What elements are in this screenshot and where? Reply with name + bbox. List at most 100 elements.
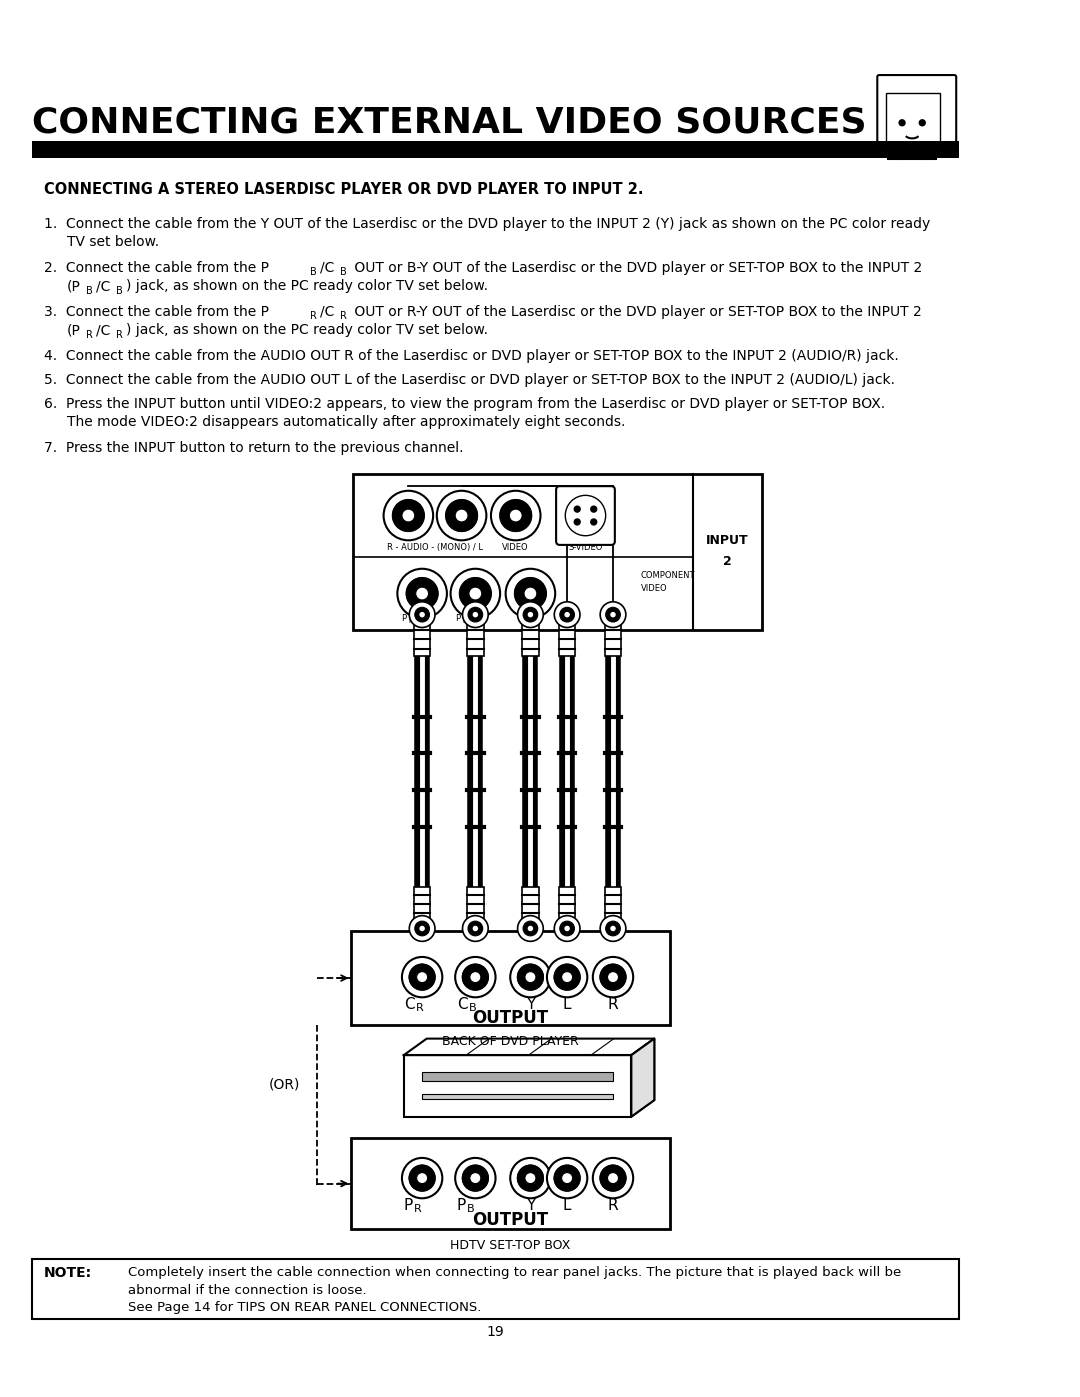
Circle shape [393,500,424,531]
Bar [605,622,621,657]
Circle shape [510,509,522,522]
Bar [522,622,539,657]
Circle shape [600,964,625,990]
Circle shape [559,921,575,936]
Circle shape [500,500,531,531]
Text: HDTV SET-TOP BOX: HDTV SET-TOP BOX [450,1239,571,1252]
Circle shape [473,612,478,617]
Circle shape [470,972,481,982]
Text: B: B [467,1204,475,1214]
Bar [414,622,431,657]
Circle shape [417,1172,428,1183]
Text: 2.  Connect the cable from the P: 2. Connect the cable from the P [44,261,269,275]
Bar [351,1137,670,1229]
Circle shape [562,972,572,982]
Circle shape [409,1165,435,1192]
Text: /C: /C [96,279,111,293]
Text: B: B [116,286,122,296]
Bar [351,932,670,1025]
Circle shape [510,957,551,997]
Circle shape [600,915,625,942]
Circle shape [416,587,429,599]
Circle shape [436,490,486,541]
Circle shape [525,1172,536,1183]
Bar [404,1055,632,1116]
Text: (P: (P [67,279,81,293]
Circle shape [491,490,540,541]
Text: /C: /C [321,305,335,319]
Circle shape [417,972,428,982]
Circle shape [446,500,477,531]
Text: R: R [339,312,347,321]
Text: P: P [404,1199,413,1213]
Text: B: B [477,619,482,623]
Bar [422,1071,613,1081]
Circle shape [528,612,534,617]
Circle shape [510,1158,551,1199]
Text: C: C [404,997,415,1013]
Polygon shape [632,1038,654,1116]
Circle shape [546,957,588,997]
Text: C: C [458,997,468,1013]
Text: B: B [469,1003,476,1013]
Text: R: R [608,1199,619,1213]
Circle shape [517,602,543,627]
Circle shape [406,578,437,609]
Bar [467,887,484,922]
Text: R: R [608,997,619,1013]
Text: /C: /C [321,261,335,275]
Circle shape [554,602,580,627]
Circle shape [600,602,625,627]
Circle shape [606,921,620,936]
Bar [353,474,761,630]
Text: R - AUDIO - (MONO) / L: R - AUDIO - (MONO) / L [387,543,483,552]
Bar [32,141,959,158]
Circle shape [523,921,538,936]
Circle shape [409,915,435,942]
Text: L: L [563,1199,571,1213]
Circle shape [573,518,581,525]
Text: 1.  Connect the cable from the Y OUT of the Laserdisc or the DVD player to the I: 1. Connect the cable from the Y OUT of t… [44,217,930,231]
Text: CONNECTING EXTERNAL VIDEO SOURCES: CONNECTING EXTERNAL VIDEO SOURCES [32,106,867,140]
Circle shape [402,957,443,997]
Circle shape [524,587,537,599]
Circle shape [608,1172,619,1183]
Circle shape [409,602,435,627]
Text: P: P [455,613,460,623]
Circle shape [559,608,575,622]
Circle shape [573,506,581,513]
Circle shape [562,1172,572,1183]
Text: 5.  Connect the cable from the AUDIO OUT L of the Laserdisc or DVD player or SET: 5. Connect the cable from the AUDIO OUT … [44,373,895,387]
Circle shape [450,569,500,619]
Circle shape [468,608,483,622]
Circle shape [515,578,546,609]
FancyBboxPatch shape [556,486,615,545]
Circle shape [546,1158,588,1199]
Text: Y: Y [526,1199,535,1213]
Circle shape [554,1165,580,1192]
Text: /C: /C [96,323,111,337]
Circle shape [517,964,543,990]
Text: S-VIDEO: S-VIDEO [568,543,603,552]
Text: R: R [423,619,428,623]
Text: OUTPUT: OUTPUT [473,1211,549,1229]
Text: (P: (P [67,323,81,337]
Text: Y: Y [528,613,532,623]
Text: R: R [310,312,318,321]
Text: 4.  Connect the cable from the AUDIO OUT R of the Laserdisc or DVD player or SET: 4. Connect the cable from the AUDIO OUT … [44,349,899,363]
Text: B: B [339,267,347,278]
Circle shape [469,587,482,599]
Text: Y: Y [526,997,535,1013]
Circle shape [565,612,570,617]
Circle shape [455,509,468,522]
Circle shape [462,1165,488,1192]
Circle shape [517,1165,543,1192]
Circle shape [470,1172,481,1183]
Text: OUT or B-Y OUT of the Laserdisc or the DVD player or SET-TOP BOX to the INPUT 2: OUT or B-Y OUT of the Laserdisc or the D… [350,261,922,275]
Circle shape [415,608,430,622]
Text: L: L [563,997,571,1013]
Text: 6.  Press the INPUT button until VIDEO:2 appears, to view the program from the L: 6. Press the INPUT button until VIDEO:2 … [44,397,886,411]
Circle shape [419,612,424,617]
Text: R: R [414,1204,421,1214]
Bar [522,887,539,922]
